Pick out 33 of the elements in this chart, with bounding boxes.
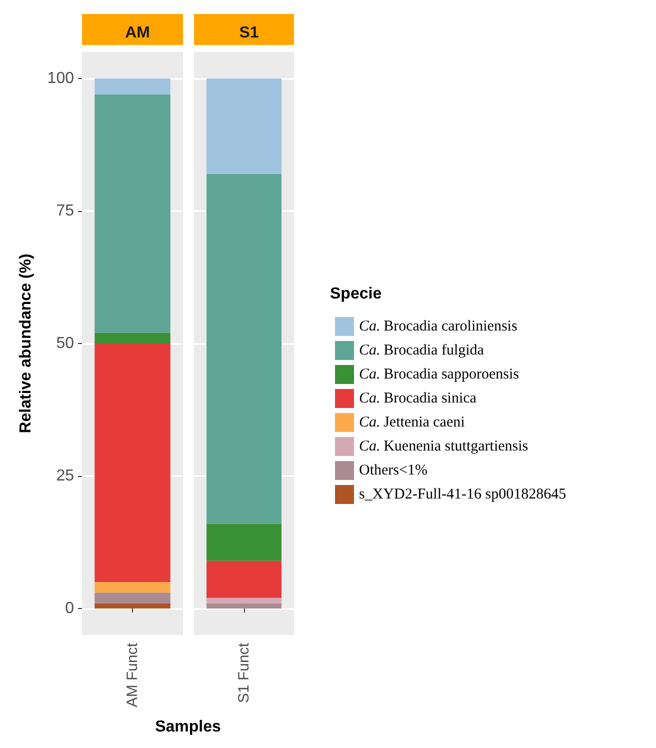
bar bbox=[206, 174, 282, 524]
legend-label: Ca. Kuenenia stuttgartiensis bbox=[359, 438, 528, 454]
legend-label: Ca. Brocadia sinica bbox=[359, 390, 477, 406]
bar bbox=[206, 524, 282, 561]
chart-title: AM bbox=[125, 24, 150, 42]
x-tick-label: AM Funct bbox=[124, 642, 141, 708]
bar bbox=[94, 344, 170, 582]
legend-label: Ca. Brocadia fulgida bbox=[359, 342, 484, 358]
y-tick-label: 50 bbox=[56, 335, 74, 352]
legend-title: Specie bbox=[330, 286, 382, 302]
bar bbox=[206, 78, 282, 174]
bar bbox=[206, 603, 282, 608]
x-axis-title: Samples bbox=[155, 718, 222, 736]
legend-label: Ca. Brocadia caroliniensis bbox=[359, 318, 518, 334]
y-tick-label: 25 bbox=[56, 468, 74, 484]
legend-label: Others<1% bbox=[359, 462, 428, 478]
bar bbox=[94, 78, 170, 94]
y-axis-title: Relative abundance (%) bbox=[18, 254, 34, 434]
bar bbox=[94, 94, 170, 333]
bar bbox=[206, 598, 282, 604]
x-tick-label: S1 Funct bbox=[236, 642, 252, 704]
bar bbox=[94, 582, 170, 593]
legend-label: Ca. Jettenia caeni bbox=[359, 414, 465, 430]
y-tick-label: 0 bbox=[65, 600, 74, 617]
legend-label: s_XYD2-Full-41-16 sp001828645 bbox=[359, 486, 566, 502]
chart-title: S1 bbox=[239, 24, 259, 42]
y-tick-label: 100 bbox=[47, 70, 74, 87]
legend-label: Ca. Brocadia sapporoensis bbox=[359, 366, 520, 382]
bar bbox=[94, 332, 170, 344]
bar bbox=[94, 592, 170, 604]
y-tick-label: 75 bbox=[56, 202, 74, 220]
bar bbox=[206, 560, 282, 598]
bar bbox=[94, 603, 170, 608]
